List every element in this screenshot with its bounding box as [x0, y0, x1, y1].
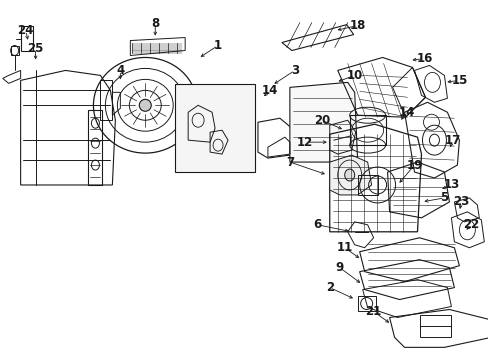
Text: 22: 22 [462, 218, 479, 231]
Text: 15: 15 [450, 74, 467, 87]
Text: 25: 25 [27, 42, 44, 55]
Bar [419, 315, 450, 337]
Polygon shape [289, 82, 357, 162]
Polygon shape [329, 155, 371, 195]
Text: 10: 10 [346, 69, 362, 82]
Text: 2: 2 [325, 281, 333, 294]
Text: 12: 12 [296, 136, 312, 149]
Text: 14: 14 [261, 84, 278, 97]
Text: 19: 19 [406, 158, 422, 172]
Text: 21: 21 [365, 305, 381, 318]
Text: 17: 17 [444, 134, 460, 147]
Bar [349, 115, 385, 145]
Text: 5: 5 [439, 192, 447, 204]
Text: 24: 24 [18, 24, 34, 37]
Text: 16: 16 [415, 52, 432, 65]
Text: 18: 18 [349, 19, 365, 32]
Text: 13: 13 [443, 179, 459, 192]
Text: 23: 23 [452, 195, 468, 208]
Text: 7: 7 [285, 156, 293, 168]
Bar [357, 296, 375, 311]
Text: 3: 3 [290, 64, 298, 77]
Text: 1: 1 [214, 39, 222, 52]
Text: 9: 9 [335, 261, 343, 274]
Text: 20: 20 [313, 114, 329, 127]
Bar [175, 84, 254, 172]
Text: 14: 14 [398, 106, 414, 119]
Text: 11: 11 [336, 241, 352, 254]
Text: 4: 4 [116, 64, 124, 77]
Ellipse shape [139, 99, 151, 111]
Text: 6: 6 [313, 218, 321, 231]
Text: 8: 8 [151, 17, 159, 30]
Ellipse shape [344, 169, 354, 181]
